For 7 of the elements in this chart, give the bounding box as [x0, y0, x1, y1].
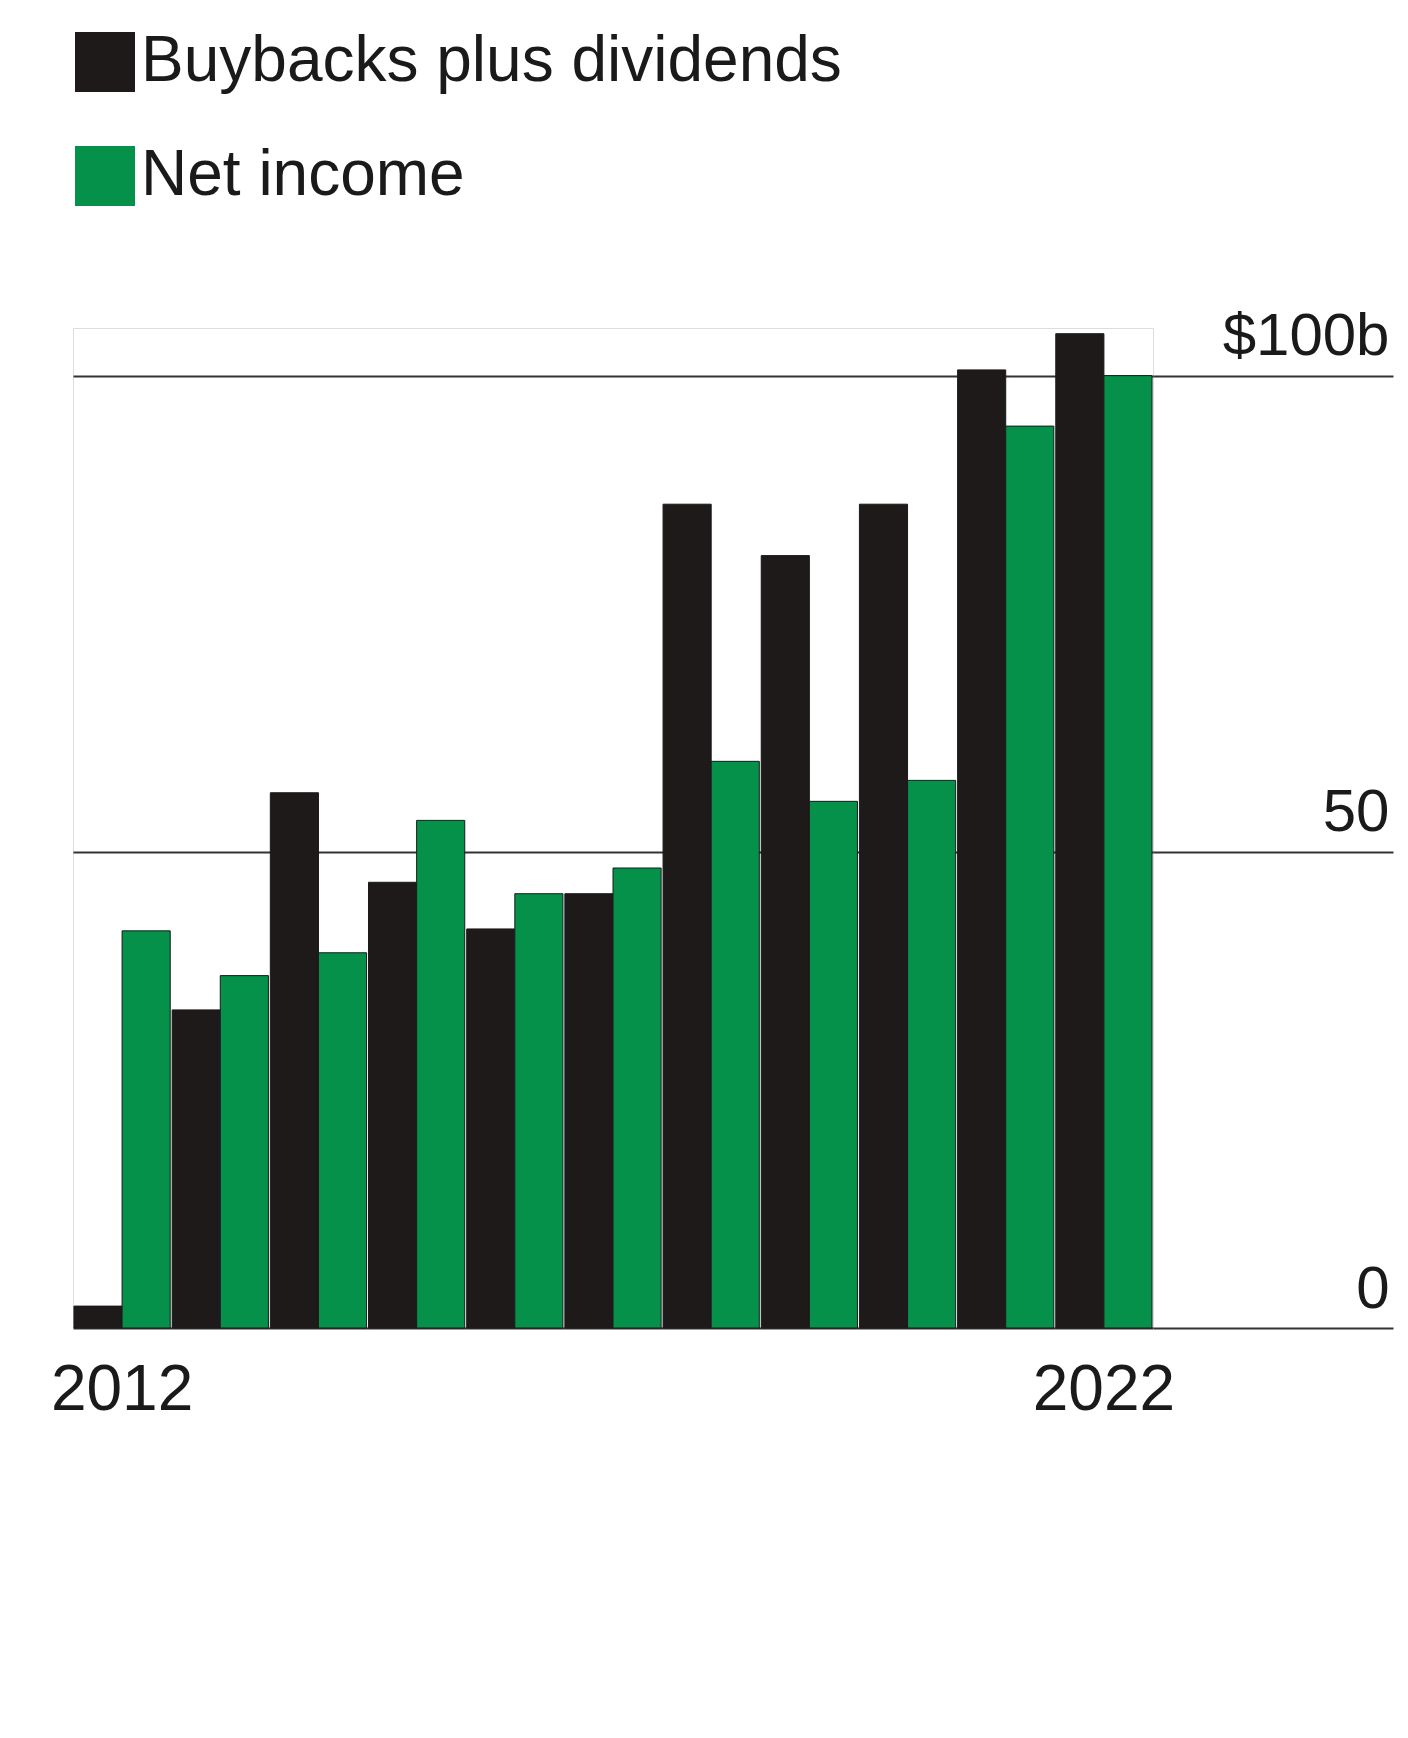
y-tick-label: $100b — [1222, 301, 1390, 369]
legend-label: Net income — [141, 137, 465, 209]
x-tick-label: 2022 — [1032, 1351, 1176, 1424]
y-tick-label: 0 — [1356, 1253, 1390, 1321]
legend-label: Buybacks plus dividends — [141, 23, 842, 95]
x-tick-label: 2012 — [50, 1351, 194, 1424]
y-tick-label: 50 — [1322, 777, 1390, 845]
